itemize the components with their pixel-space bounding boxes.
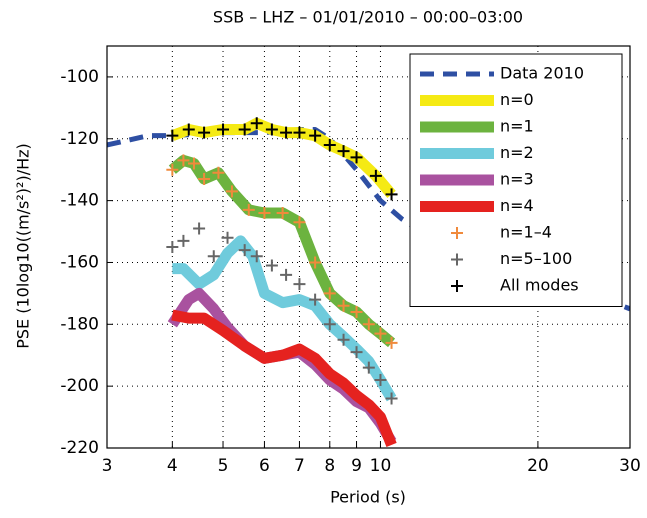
marker [238, 123, 251, 136]
marker [217, 123, 230, 136]
marker [250, 250, 263, 263]
marker [166, 241, 179, 253]
x-tick-label: 30 [619, 456, 641, 476]
legend-swatch [451, 227, 463, 239]
marker [337, 333, 350, 346]
marker [187, 157, 200, 170]
marker [238, 244, 251, 257]
x-tick-label: 3 [102, 456, 113, 476]
marker [374, 327, 387, 340]
marker [350, 151, 363, 164]
marker [385, 336, 398, 349]
y-tick-label: -180 [60, 314, 99, 334]
marker [212, 166, 225, 179]
marker [177, 154, 190, 167]
marker [350, 305, 363, 318]
legend-label: n=0 [500, 90, 534, 109]
marker [337, 145, 350, 158]
marker [276, 206, 289, 219]
marker [350, 346, 363, 359]
marker [369, 169, 382, 182]
marker [193, 222, 206, 235]
x-tick-label: 7 [294, 456, 305, 476]
marker [323, 287, 336, 300]
marker [166, 163, 179, 176]
marker [265, 123, 278, 136]
marker [374, 373, 387, 386]
legend-swatch [451, 253, 463, 266]
x-axis-label: Period (s) [330, 488, 406, 507]
marker [385, 392, 398, 405]
marker [221, 231, 234, 244]
legend-label: n=3 [500, 170, 534, 189]
legend-label: n=2 [500, 143, 534, 162]
marker [309, 293, 322, 306]
marker [242, 203, 255, 216]
marker [337, 299, 350, 312]
marker [362, 318, 375, 331]
marker [182, 123, 195, 136]
y-tick-label: -220 [60, 438, 99, 458]
marker [166, 129, 179, 142]
marker [198, 172, 211, 185]
legend-label: All modes [500, 276, 579, 295]
y-axis-label: PSE (10log10((m/s²)²)/Hz) [14, 143, 33, 349]
marker [207, 250, 220, 263]
marker [323, 318, 336, 331]
x-tick-label: 20 [527, 456, 549, 476]
legend-swatch [451, 280, 463, 292]
marker [309, 129, 322, 142]
x-tick-label: 9 [351, 456, 362, 476]
x-tick-label: 5 [218, 456, 229, 476]
marker [198, 126, 211, 139]
marker [250, 117, 263, 130]
legend-label: n=4 [500, 196, 534, 215]
marker [385, 188, 398, 201]
y-tick-label: -100 [60, 67, 99, 87]
x-tick-label: 10 [370, 456, 392, 476]
y-tick-label: -200 [60, 376, 99, 396]
marker [177, 234, 190, 247]
marker [225, 185, 238, 198]
legend-label: Data 2010 [500, 64, 584, 83]
chart-title: SSB – LHZ – 01/01/2010 – 00:00–03:00 [213, 8, 523, 27]
plot-frame [106, 45, 631, 449]
series-line [172, 235, 397, 402]
marker [280, 126, 293, 139]
marker [258, 206, 271, 219]
x-tick-label: 8 [324, 456, 335, 476]
x-tick-label: 6 [259, 456, 270, 476]
marker [309, 256, 322, 269]
y-tick-label: -120 [60, 129, 99, 149]
marker [293, 216, 306, 229]
x-tick-label: 4 [167, 456, 178, 476]
legend-label: n=5–100 [500, 249, 572, 268]
marker [280, 268, 293, 281]
marker [323, 138, 336, 151]
y-tick-label: -160 [60, 252, 99, 272]
marker [293, 278, 306, 291]
y-tick-label: -140 [60, 191, 99, 211]
legend-label: n=1–4 [500, 223, 552, 242]
marker [293, 126, 306, 139]
legend-label: n=1 [500, 117, 534, 136]
marker [362, 361, 375, 374]
marker [265, 259, 278, 272]
series-line [171, 309, 397, 447]
